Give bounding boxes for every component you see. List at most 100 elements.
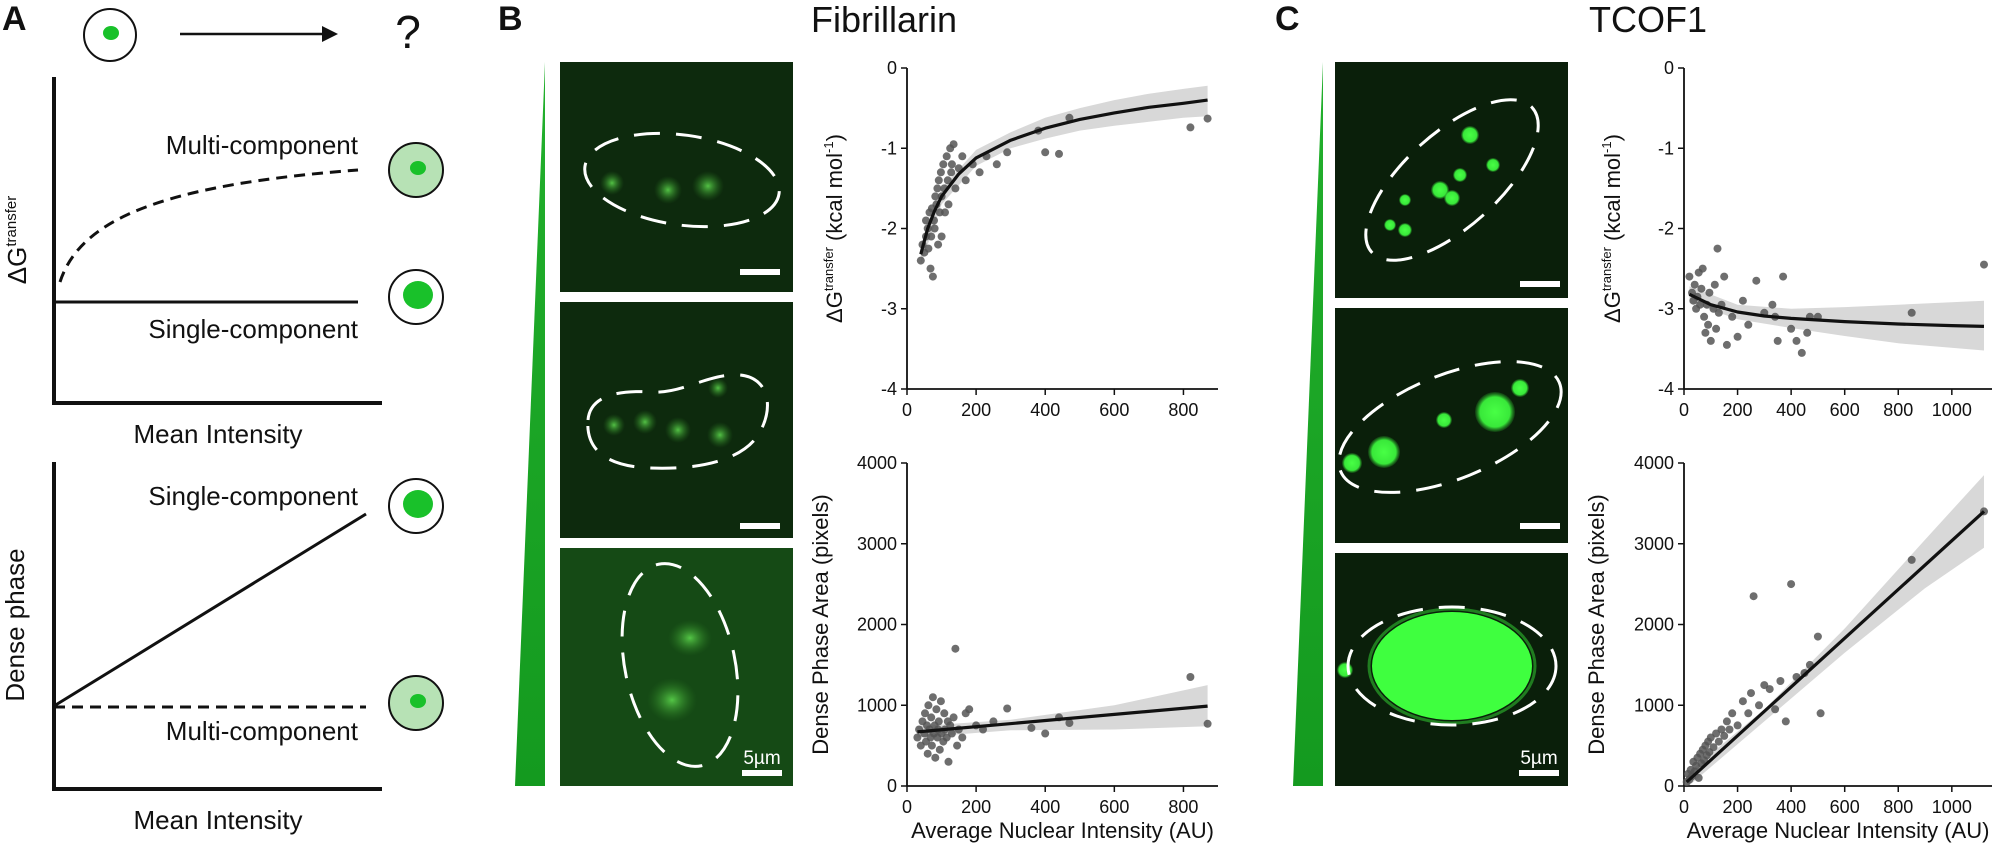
micrograph-b-high: 5µm xyxy=(560,548,793,786)
data-point xyxy=(1787,580,1796,589)
data-point xyxy=(1700,312,1709,321)
data-point xyxy=(924,701,933,710)
data-point xyxy=(931,753,940,762)
single-component-cell-icon xyxy=(388,269,444,325)
intensity-gradient-wedge xyxy=(515,62,545,786)
multi-component-cell-icon xyxy=(388,142,444,198)
data-point xyxy=(927,713,936,722)
x-axis-label: Average Nuclear Intensity (AU) xyxy=(911,818,1214,843)
data-point xyxy=(1907,555,1916,564)
data-point xyxy=(1792,336,1801,345)
data-point xyxy=(926,264,935,273)
x-axis-label-top: Mean Intensity xyxy=(133,419,302,449)
y-axis-label: ΔGtransfer (kcal mol-1) xyxy=(1599,134,1625,323)
single-component-label-bottom: Single-component xyxy=(148,481,358,511)
data-point xyxy=(1779,272,1788,281)
y-tick-label: 0 xyxy=(887,58,897,78)
y-tick-label: 1000 xyxy=(1634,695,1674,715)
x-tick-label: 800 xyxy=(1883,400,1913,420)
arrow-right-icon xyxy=(180,26,338,42)
data-point xyxy=(1041,148,1050,157)
y-axis-label-bottom: Dense phase xyxy=(0,548,30,701)
panel-c-title: TCOF1 xyxy=(1589,0,1707,40)
data-point xyxy=(1701,328,1710,337)
data-point xyxy=(1203,114,1212,123)
data-point xyxy=(947,160,956,169)
data-point xyxy=(1733,332,1742,341)
data-point xyxy=(951,184,960,193)
data-point xyxy=(949,713,958,722)
data-point xyxy=(1980,260,1988,269)
data-point xyxy=(1733,721,1742,730)
data-point xyxy=(934,240,943,249)
data-point xyxy=(1781,717,1790,726)
data-point xyxy=(1685,272,1694,281)
data-point xyxy=(1720,272,1729,281)
y-tick-label: -4 xyxy=(881,379,897,399)
data-point xyxy=(1744,320,1753,329)
y-tick-label: -2 xyxy=(1658,219,1674,239)
x-tick-label: 200 xyxy=(1723,797,1753,817)
y-tick-label: 4000 xyxy=(1634,453,1674,473)
data-point xyxy=(1720,731,1729,740)
data-point xyxy=(1776,677,1785,685)
data-point xyxy=(1747,689,1755,698)
data-point xyxy=(924,244,933,253)
y-tick-label: 2000 xyxy=(1634,615,1674,635)
data-point xyxy=(1694,773,1703,782)
data-point xyxy=(1697,284,1706,293)
data-point xyxy=(1003,704,1012,713)
data-point xyxy=(1714,308,1723,317)
x-tick-label: 0 xyxy=(902,400,912,420)
x-tick-label: 400 xyxy=(1030,797,1060,817)
data-point xyxy=(1765,685,1774,694)
panel-b-label: B xyxy=(498,0,523,38)
question-mark: ? xyxy=(395,6,421,58)
y-tick-label: -2 xyxy=(881,219,897,239)
panel-c-label: C xyxy=(1275,0,1300,38)
y-tick-label: 3000 xyxy=(1634,534,1674,554)
panel-b-title: Fibrillarin xyxy=(811,0,957,40)
data-point xyxy=(928,693,937,702)
x-tick-label: 400 xyxy=(1030,400,1060,420)
x-tick-label: 0 xyxy=(1679,400,1689,420)
data-point xyxy=(1709,743,1718,752)
data-point xyxy=(1714,737,1723,746)
y-tick-label: 1000 xyxy=(857,695,897,715)
data-point xyxy=(942,152,951,161)
data-point xyxy=(1041,729,1050,738)
data-point xyxy=(913,733,922,742)
source-cell-icon xyxy=(83,8,137,62)
data-point xyxy=(922,216,930,225)
y-tick-label: 4000 xyxy=(857,453,897,473)
data-point xyxy=(933,184,942,193)
data-point xyxy=(992,160,1001,169)
data-point xyxy=(932,705,941,714)
data-point xyxy=(961,176,970,185)
data-point xyxy=(1003,148,1012,157)
data-point xyxy=(958,152,967,161)
data-point xyxy=(1738,697,1747,706)
y-tick-label: 0 xyxy=(887,776,897,796)
x-tick-label: 600 xyxy=(1099,400,1129,420)
x-tick-label: 600 xyxy=(1830,400,1860,420)
data-point xyxy=(1696,300,1705,309)
data-point xyxy=(1744,709,1753,718)
data-point xyxy=(975,168,984,177)
panel-a-label: A xyxy=(2,0,27,38)
data-point xyxy=(927,232,936,241)
data-point xyxy=(1728,709,1737,718)
data-point xyxy=(1752,276,1761,285)
data-point xyxy=(941,208,949,217)
data-point xyxy=(1813,632,1822,641)
data-point xyxy=(928,272,937,281)
fit-line xyxy=(917,704,1208,734)
data-point xyxy=(951,644,960,653)
y-tick-label: 0 xyxy=(1664,776,1674,796)
multi-component-cell-icon xyxy=(388,675,444,731)
data-point xyxy=(935,745,944,754)
